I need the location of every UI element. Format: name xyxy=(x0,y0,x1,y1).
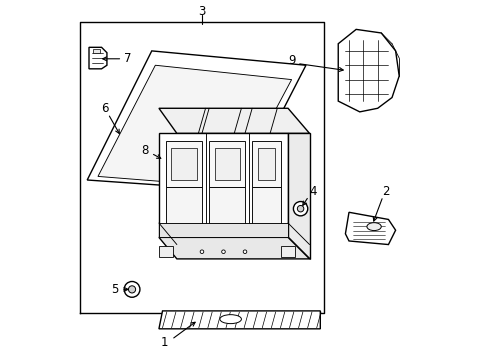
Circle shape xyxy=(200,250,204,253)
Polygon shape xyxy=(172,148,196,180)
Polygon shape xyxy=(209,140,245,187)
Text: 1: 1 xyxy=(161,336,168,348)
Circle shape xyxy=(294,202,308,216)
Polygon shape xyxy=(258,148,275,180)
Polygon shape xyxy=(166,140,202,187)
Polygon shape xyxy=(159,134,288,237)
Ellipse shape xyxy=(367,223,381,230)
Circle shape xyxy=(221,250,225,253)
Polygon shape xyxy=(159,108,310,134)
Polygon shape xyxy=(281,246,295,257)
Ellipse shape xyxy=(220,315,242,324)
Circle shape xyxy=(243,250,247,253)
Polygon shape xyxy=(209,187,245,234)
Text: 9: 9 xyxy=(288,54,295,67)
Text: 8: 8 xyxy=(142,144,149,157)
Polygon shape xyxy=(338,30,399,112)
Polygon shape xyxy=(159,237,310,259)
Polygon shape xyxy=(215,148,240,180)
Text: 7: 7 xyxy=(123,52,131,65)
Polygon shape xyxy=(89,47,107,69)
Text: 4: 4 xyxy=(309,185,317,198)
Circle shape xyxy=(297,206,304,212)
Text: 6: 6 xyxy=(100,103,108,116)
Polygon shape xyxy=(159,246,173,257)
Text: 5: 5 xyxy=(112,283,119,296)
Polygon shape xyxy=(87,51,306,191)
Circle shape xyxy=(128,286,136,293)
Polygon shape xyxy=(93,49,100,53)
Text: 2: 2 xyxy=(382,185,390,198)
Polygon shape xyxy=(159,311,320,329)
Polygon shape xyxy=(288,134,310,259)
Polygon shape xyxy=(159,223,288,237)
Polygon shape xyxy=(166,187,202,234)
Polygon shape xyxy=(98,65,292,187)
Polygon shape xyxy=(252,187,281,234)
Text: 3: 3 xyxy=(198,5,206,18)
Circle shape xyxy=(124,282,140,297)
Polygon shape xyxy=(345,212,395,244)
Polygon shape xyxy=(252,140,281,187)
